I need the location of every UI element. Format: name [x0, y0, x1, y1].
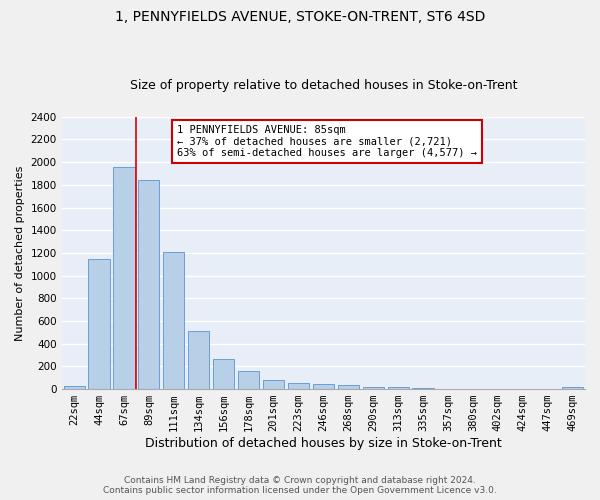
- Text: 1 PENNYFIELDS AVENUE: 85sqm
← 37% of detached houses are smaller (2,721)
63% of : 1 PENNYFIELDS AVENUE: 85sqm ← 37% of det…: [177, 125, 477, 158]
- Bar: [338, 384, 359, 389]
- Bar: [88, 258, 110, 389]
- Bar: [64, 386, 85, 389]
- Bar: [238, 372, 259, 389]
- Bar: [388, 387, 409, 389]
- Bar: [288, 384, 309, 389]
- Bar: [362, 386, 384, 389]
- Bar: [313, 384, 334, 389]
- Title: Size of property relative to detached houses in Stoke-on-Trent: Size of property relative to detached ho…: [130, 79, 517, 92]
- X-axis label: Distribution of detached houses by size in Stoke-on-Trent: Distribution of detached houses by size …: [145, 437, 502, 450]
- Bar: [138, 180, 160, 389]
- Text: 1, PENNYFIELDS AVENUE, STOKE-ON-TRENT, ST6 4SD: 1, PENNYFIELDS AVENUE, STOKE-ON-TRENT, S…: [115, 10, 485, 24]
- Bar: [263, 380, 284, 389]
- Bar: [113, 166, 134, 389]
- Bar: [213, 359, 234, 389]
- Bar: [188, 331, 209, 389]
- Bar: [163, 252, 184, 389]
- Bar: [562, 387, 583, 389]
- Y-axis label: Number of detached properties: Number of detached properties: [15, 165, 25, 340]
- Text: Contains HM Land Registry data © Crown copyright and database right 2024.
Contai: Contains HM Land Registry data © Crown c…: [103, 476, 497, 495]
- Bar: [412, 388, 434, 389]
